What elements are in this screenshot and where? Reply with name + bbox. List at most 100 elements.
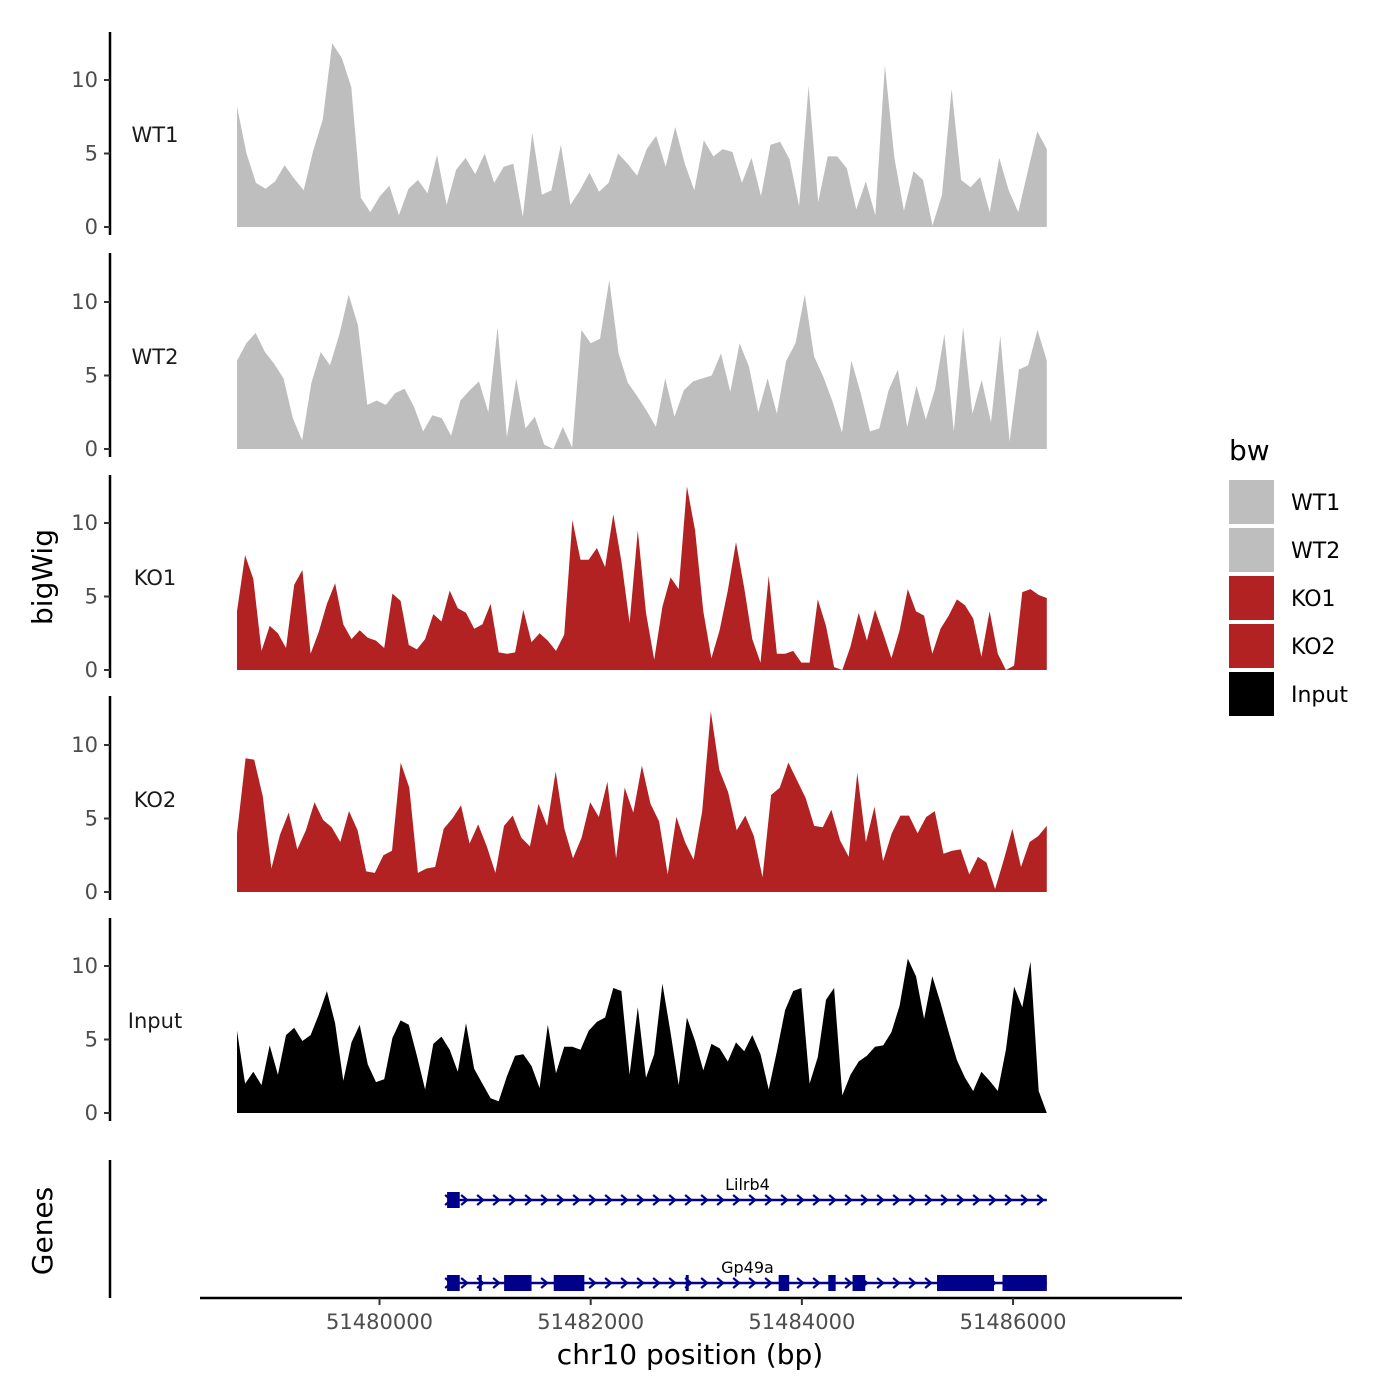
y-tick-label: 0 xyxy=(85,215,98,239)
exon xyxy=(553,1275,585,1291)
exon xyxy=(1002,1275,1047,1291)
coverage-area-wt1 xyxy=(237,43,1047,227)
strand-arrow xyxy=(572,1194,581,1206)
legend-swatch-wt2 xyxy=(1229,528,1274,572)
exon xyxy=(504,1275,532,1291)
strand-arrow xyxy=(1004,1194,1013,1206)
strand-arrow xyxy=(972,1194,981,1206)
strand-arrow xyxy=(684,1194,693,1206)
legend-swatch-ko1 xyxy=(1229,576,1274,620)
strand-arrow xyxy=(620,1277,629,1289)
strand-arrow xyxy=(508,1194,517,1206)
legend-label-wt2: WT2 xyxy=(1291,539,1340,564)
strand-arrow xyxy=(636,1277,645,1289)
legend-title: bw xyxy=(1229,434,1270,467)
strand-arrow xyxy=(540,1277,549,1289)
y-tick-label: 0 xyxy=(85,1101,98,1125)
genes-panel-title: Genes xyxy=(26,1187,59,1275)
strand-arrow xyxy=(764,1194,773,1206)
strand-arrow xyxy=(924,1277,933,1289)
strand-arrow xyxy=(588,1194,597,1206)
x-tick-label: 51482000 xyxy=(537,1310,644,1334)
coverage-area-input xyxy=(237,958,1047,1113)
track-label-wt1: WT1 xyxy=(132,123,179,147)
legend-label-wt1: WT1 xyxy=(1291,491,1340,516)
strand-arrow xyxy=(732,1194,741,1206)
exon xyxy=(685,1275,689,1291)
strand-arrow xyxy=(668,1277,677,1289)
coverage-area-ko1 xyxy=(237,486,1047,670)
x-axis-title: chr10 position (bp) xyxy=(557,1338,823,1371)
track-input: 0 5 10 Input xyxy=(71,918,1047,1125)
legend-swatch-ko2 xyxy=(1229,624,1274,668)
y-tick-label: 5 xyxy=(85,1028,98,1052)
strand-arrow xyxy=(604,1277,613,1289)
legend-swatch-wt1 xyxy=(1229,480,1274,524)
y-tick-label: 0 xyxy=(85,658,98,682)
coverage-area-wt2 xyxy=(237,280,1047,449)
legend-label-ko2: KO2 xyxy=(1291,635,1336,660)
exon xyxy=(447,1192,460,1208)
strand-arrow xyxy=(652,1194,661,1206)
track-wt2: 0 5 10 WT2 xyxy=(71,253,1047,461)
y-tick-label: 5 xyxy=(85,585,98,609)
legend-label-ko1: KO1 xyxy=(1291,587,1336,612)
strand-arrow xyxy=(764,1277,773,1289)
gene-annotation-panel: Lilrb4 Gp49a xyxy=(108,1160,1047,1298)
strand-arrow xyxy=(668,1194,677,1206)
x-tick-label: 51486000 xyxy=(960,1310,1067,1334)
strand-arrow xyxy=(652,1277,661,1289)
strand-arrow xyxy=(956,1194,965,1206)
strand-arrow xyxy=(716,1194,725,1206)
strand-arrow xyxy=(908,1277,917,1289)
strand-arrow xyxy=(460,1277,469,1289)
strand-arrow xyxy=(1036,1194,1045,1206)
strand-arrow xyxy=(748,1194,757,1206)
strand-arrow xyxy=(892,1194,901,1206)
gene-gp49a: Gp49a xyxy=(444,1258,1047,1291)
track-ko1: 0 5 10 KO1 xyxy=(71,475,1047,682)
strand-arrow xyxy=(460,1194,469,1206)
strand-arrow xyxy=(620,1194,629,1206)
strand-arrow xyxy=(876,1277,885,1289)
y-tick-label: 10 xyxy=(71,733,98,757)
track-label-ko2: KO2 xyxy=(134,788,177,812)
y-tick-label: 5 xyxy=(85,142,98,166)
y-tick-label: 10 xyxy=(71,511,98,535)
coverage-area-ko2 xyxy=(237,711,1047,892)
strand-arrow xyxy=(476,1194,485,1206)
strand-arrow xyxy=(796,1194,805,1206)
x-tick-label: 51480000 xyxy=(326,1310,433,1334)
strand-arrow xyxy=(1020,1194,1029,1206)
strand-arrow xyxy=(796,1277,805,1289)
legend-swatch-input xyxy=(1229,672,1274,716)
y-tick-label: 10 xyxy=(71,954,98,978)
strand-arrow xyxy=(780,1194,789,1206)
strand-arrow xyxy=(700,1277,709,1289)
strand-arrow xyxy=(812,1277,821,1289)
strand-arrow xyxy=(492,1277,501,1289)
strand-arrow xyxy=(940,1194,949,1206)
legend: bw WT1 WT2 KO1 KO2 Input xyxy=(1229,434,1348,716)
strand-arrow xyxy=(748,1277,757,1289)
strand-arrow xyxy=(828,1194,837,1206)
track-ko2: 0 5 10 KO2 xyxy=(71,696,1047,904)
x-axis: 51480000 51482000 51484000 51486000 xyxy=(200,1296,1182,1334)
gene-lilrb4: Lilrb4 xyxy=(444,1175,1047,1208)
strand-arrow xyxy=(876,1194,885,1206)
track-label-ko1: KO1 xyxy=(134,566,177,590)
gene-label-lilrb4: Lilrb4 xyxy=(725,1175,770,1194)
exon xyxy=(937,1275,995,1291)
strand-arrow xyxy=(716,1277,725,1289)
legend-label-input: Input xyxy=(1291,683,1348,708)
strand-arrow xyxy=(588,1277,597,1289)
strand-arrow xyxy=(812,1194,821,1206)
y-tick-label: 5 xyxy=(85,364,98,388)
strand-arrow xyxy=(636,1194,645,1206)
strand-arrow xyxy=(924,1194,933,1206)
strand-arrow xyxy=(700,1194,709,1206)
y-tick-label: 5 xyxy=(85,807,98,831)
gene-label-gp49a: Gp49a xyxy=(721,1258,774,1277)
y-tick-label: 10 xyxy=(71,68,98,92)
